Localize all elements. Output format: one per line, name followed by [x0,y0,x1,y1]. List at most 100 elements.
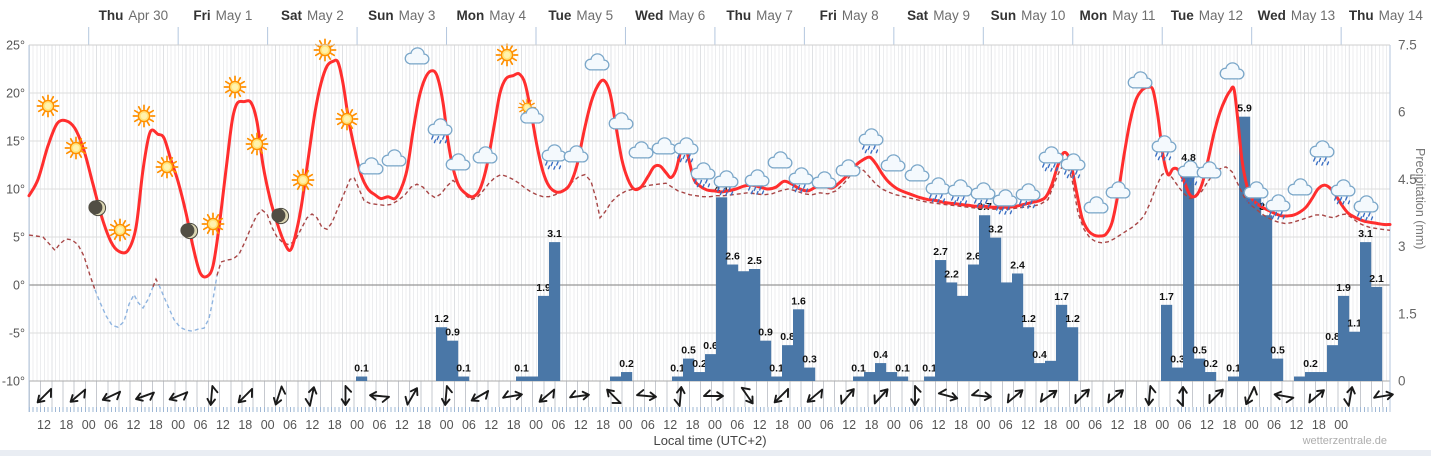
day-label: Thu May 14 [1348,8,1423,23]
wind-arrow [937,388,959,402]
precip-bar [727,264,739,381]
weather-icon-cloud [904,164,930,182]
hour-tick-label: 18 [328,418,342,432]
wind-arrow [440,385,453,406]
day-label: Sun May 3 [368,8,436,23]
temp-axis-tick-label: -5° [9,327,25,341]
precip-bar [1239,116,1251,382]
precip-bar-label: 0.5 [1270,345,1285,357]
precip-bar-label: 0.2 [619,358,634,370]
weather-icon-rain [994,191,1016,215]
precip-bar [1360,242,1372,381]
hour-tick-label: 00 [976,418,990,432]
wind-arrow-glyph [840,388,855,405]
precip-bar-label: 0.1 [354,363,369,375]
precip-bar [749,269,761,381]
precip-bar-label: 0.5 [681,345,696,357]
wind-arrow [840,388,855,405]
hour-tick-label: 12 [753,418,767,432]
wind-arrow [703,389,724,401]
precip-bar [538,295,550,381]
hour-tick-label: 06 [820,418,834,432]
precip-bar-label: 2.4 [1010,259,1025,271]
wind-strip-background [29,381,1390,407]
weather-icon-cloud [358,157,384,175]
dewpoint-line [94,286,154,328]
wind-arrow-glyph [569,390,590,401]
wind-arrow-glyph [1244,385,1258,406]
hour-tick-label: 06 [909,418,923,432]
wind-arrow-glyph [703,389,724,401]
weather-icon-cloud [835,159,861,177]
temp-axis-tick-label: 15° [6,135,25,149]
wind-arrow-glyph [971,389,992,402]
weather-icon-rain [1311,142,1333,166]
precip-bar [864,372,876,381]
wind-arrow [1273,390,1295,404]
hour-tick-label: 06 [641,418,655,432]
precip-bar-label: 2.6 [725,251,740,263]
wind-arrow-glyph [1208,388,1224,405]
precip-bar [1067,327,1079,381]
x-axis-title: Local time (UTC+2) [653,433,767,448]
precip-bar-label: 1.7 [1054,291,1069,303]
precip-bar-label: 3.2 [988,224,1003,236]
precip-bar [1045,360,1057,381]
wind-arrow-glyph [740,386,754,405]
wind-arrow-glyph [1343,386,1356,407]
weather-icon-rain [1332,181,1354,205]
precip-bar-label: 1.7 [1159,291,1174,303]
hour-tick-label: 00 [440,418,454,432]
precip-bar-label: 1.9 [536,282,551,294]
hour-tick-label: 18 [507,418,521,432]
temperature-line [27,58,1392,279]
temp-axis-tick-label: 0° [13,279,25,293]
wind-arrow-glyph [168,391,189,402]
precip-bar-label: 1.2 [1065,313,1080,325]
hour-tick-label: 18 [149,418,163,432]
weather-icon-cloud [1196,161,1222,179]
precip-bar-label: 0.1 [670,363,685,375]
hour-tick-label: 06 [999,418,1013,432]
precip-bar [1034,363,1046,381]
wind-arrow-glyph [1373,390,1394,401]
day-label: Fri May 8 [819,8,879,23]
wind-arrow-glyph [937,388,959,402]
precip-bar [924,376,936,381]
hour-tick-label: 18 [59,418,73,432]
precip-bar-label: 2.5 [747,255,762,267]
day-label: Mon May 11 [1079,8,1156,23]
hour-tick-label: 00 [797,418,811,432]
hourly-tick-band [29,407,1390,412]
precip-bar [610,376,622,381]
weather-icon-cloud [1083,196,1109,214]
dewpoint-line [152,277,160,288]
wind-arrow-glyph [1144,385,1157,406]
day-label: Sun May 10 [990,8,1066,23]
wind-arrow [673,386,686,407]
precip-bar-label: 0.2 [1303,358,1318,370]
precip-bar [705,354,717,381]
temp-axis-tick-label: 10° [6,183,25,197]
wind-arrow-glyph [873,388,889,405]
precip-bar-label: 2.2 [944,268,959,280]
precip-bar [1056,304,1068,381]
precip-bar-label: 3.1 [547,228,562,240]
wind-arrow-glyph [237,387,254,404]
hour-tick-label: 00 [350,418,364,432]
precip-bar [1172,367,1184,381]
hour-tick-label: 18 [865,418,879,432]
weather-icon-cloud [1287,178,1313,196]
hour-tick-label: 18 [238,418,252,432]
weather-icon-cloud [767,151,793,169]
precip-bar [1316,372,1328,381]
hour-tick-label: 00 [708,418,722,432]
hour-tick-label: 00 [1066,418,1080,432]
precip-bar [771,376,783,381]
wind-arrow [1039,389,1058,403]
wind-arrow-glyph [910,385,922,406]
weather-icon-rain [1355,197,1377,221]
wind-arrow [606,388,622,405]
hour-tick-label: 00 [619,418,633,432]
